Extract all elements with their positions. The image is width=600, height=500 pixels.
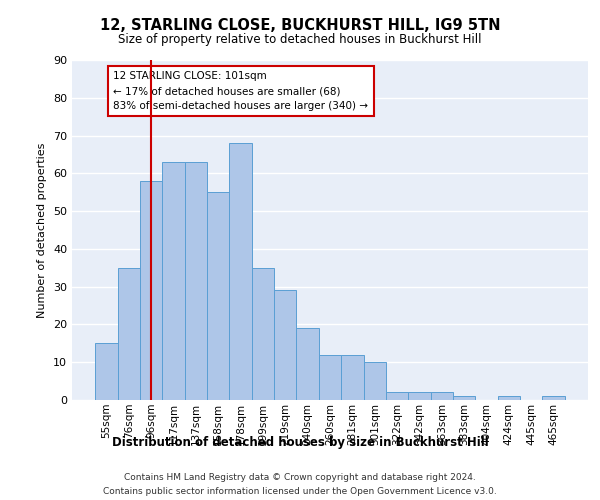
Bar [229,143,252,400]
Bar [341,354,364,400]
Bar [163,162,185,400]
Text: Size of property relative to detached houses in Buckhurst Hill: Size of property relative to detached ho… [118,32,482,46]
Text: 12, STARLING CLOSE, BUCKHURST HILL, IG9 5TN: 12, STARLING CLOSE, BUCKHURST HILL, IG9 … [100,18,500,32]
Bar [431,392,453,400]
Text: Contains public sector information licensed under the Open Government Licence v3: Contains public sector information licen… [103,486,497,496]
Bar [408,392,431,400]
Bar [185,162,207,400]
Bar [118,268,140,400]
Bar [252,268,274,400]
Bar [386,392,408,400]
Bar [274,290,296,400]
Bar [497,396,520,400]
Text: Contains HM Land Registry data © Crown copyright and database right 2024.: Contains HM Land Registry data © Crown c… [124,473,476,482]
Bar [364,362,386,400]
Text: 12 STARLING CLOSE: 101sqm
← 17% of detached houses are smaller (68)
83% of semi-: 12 STARLING CLOSE: 101sqm ← 17% of detac… [113,72,368,111]
Bar [542,396,565,400]
Bar [140,181,163,400]
Text: Distribution of detached houses by size in Buckhurst Hill: Distribution of detached houses by size … [112,436,488,449]
Bar [95,344,118,400]
Bar [453,396,475,400]
Bar [319,354,341,400]
Y-axis label: Number of detached properties: Number of detached properties [37,142,47,318]
Bar [296,328,319,400]
Bar [207,192,229,400]
